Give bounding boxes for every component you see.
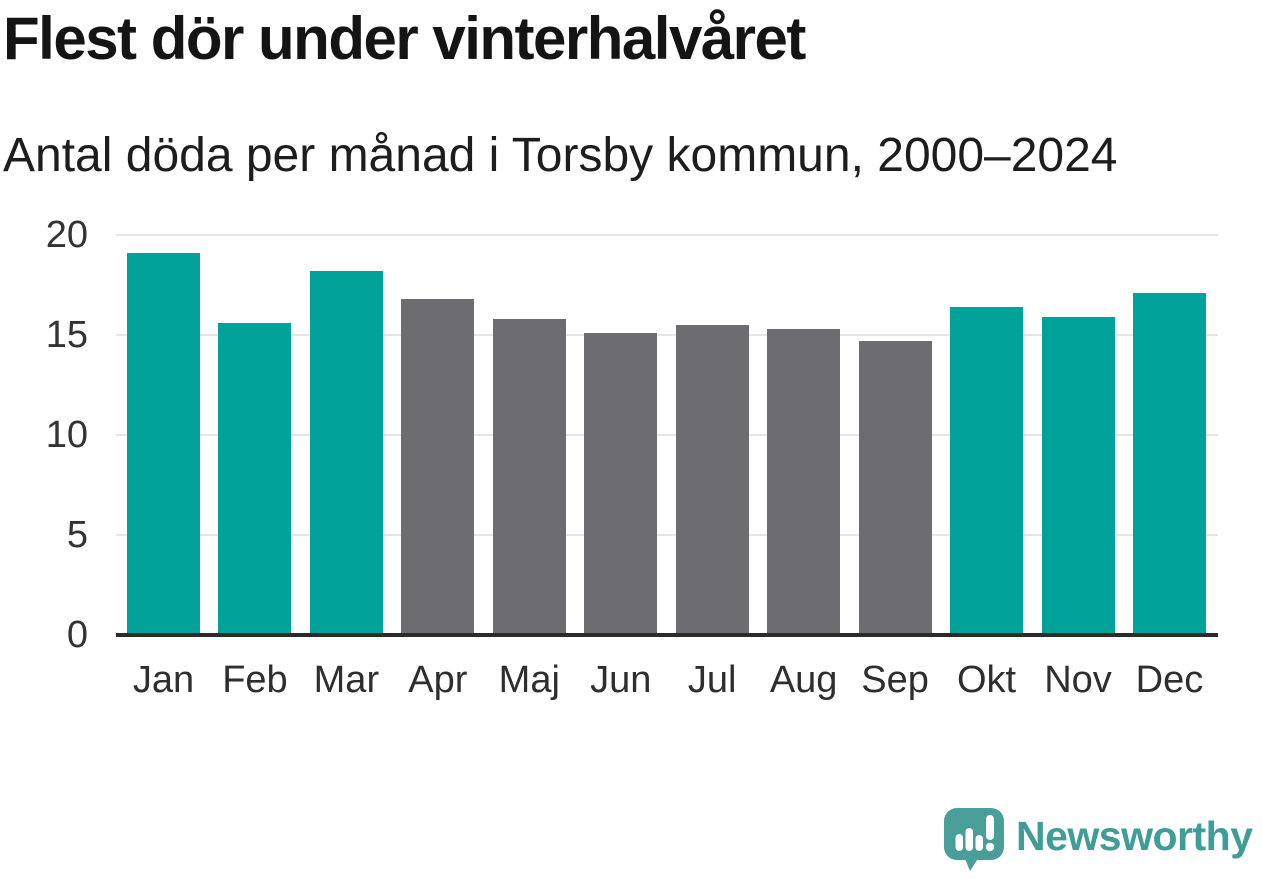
x-tick-label: Feb	[222, 659, 288, 701]
brand-footer: Newsworthy	[944, 808, 1253, 872]
bar-sep	[858, 341, 932, 635]
gridline	[116, 234, 1218, 236]
brand-name: Newsworthy	[1016, 813, 1253, 859]
x-tick-label: Jun	[590, 659, 652, 701]
bar-aug	[767, 329, 841, 635]
x-tick-label: Apr	[408, 659, 468, 701]
x-tick-label: Okt	[956, 659, 1017, 701]
x-axis-line	[116, 633, 1218, 637]
chart-subtitle: Antal döda per månad i Torsby kommun, 20…	[3, 129, 1118, 182]
bar-mar	[309, 271, 383, 635]
y-tick-label: 20	[45, 214, 88, 256]
x-tick-label: Maj	[498, 659, 560, 701]
newsworthy-logo-icon	[944, 808, 1004, 871]
gridline	[116, 334, 1218, 336]
x-tick-label: Aug	[769, 659, 838, 701]
bar-maj	[492, 319, 566, 635]
gridline	[116, 434, 1218, 436]
bar-dec	[1132, 293, 1206, 635]
chart-title: Flest dör under vinterhalvåret	[3, 5, 806, 72]
bar-feb	[218, 323, 292, 635]
bar-jul	[675, 325, 749, 635]
x-tick-label: Sep	[861, 659, 929, 701]
bar-jan	[127, 253, 200, 635]
bar-okt	[950, 307, 1024, 635]
y-tick-label: 0	[66, 614, 88, 656]
y-tick-label: 15	[45, 314, 88, 356]
bar-apr	[401, 299, 475, 635]
gridline	[116, 534, 1218, 536]
bar-nov	[1041, 317, 1115, 635]
x-tick-label: Mar	[313, 659, 380, 701]
x-tick-label: Jul	[687, 659, 737, 701]
y-tick-label: 10	[45, 414, 88, 456]
x-tick-label: Nov	[1044, 659, 1112, 701]
x-tick-label: Dec	[1135, 659, 1204, 701]
x-tick-label: Jan	[132, 659, 195, 701]
bar-jun	[584, 333, 658, 635]
y-tick-label: 5	[66, 514, 88, 556]
